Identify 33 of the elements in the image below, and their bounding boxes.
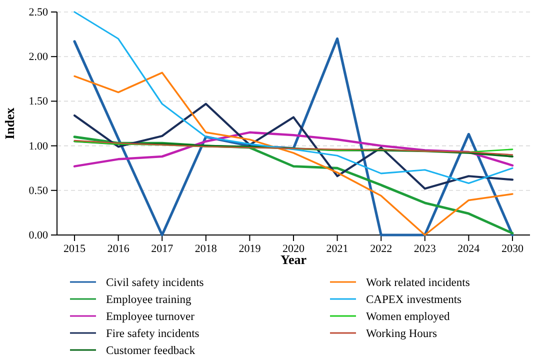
line-series: [73, 102, 514, 190]
legend-label: Customer feedback: [106, 345, 196, 357]
line-series: [74, 72, 514, 236]
x-tick-label: 2030: [501, 242, 524, 255]
x-tick-label: 2015: [64, 242, 86, 255]
y-tick-label: 0.00: [28, 230, 48, 242]
legend-label: Fire safety incidents: [106, 328, 200, 340]
x-tick-label: 2022: [370, 242, 392, 255]
legend-label: Women employed: [366, 311, 450, 323]
y-tick-label: 0.50: [28, 184, 48, 197]
x-tick-label: 2019: [238, 242, 262, 255]
legend-label: Employee training: [106, 294, 192, 306]
y-tick-label: 1.50: [28, 96, 48, 108]
legend-label: Work related incidents: [366, 277, 470, 289]
line-series: [74, 11, 514, 184]
y-tick-label: 1.00: [28, 140, 48, 152]
y-axis-title: Index: [2, 107, 17, 140]
legend-label: Employee turnover: [106, 311, 195, 323]
x-tick-label: 2018: [194, 242, 218, 255]
x-tick-label: 2020: [282, 242, 305, 255]
x-tick-label: 2017: [151, 242, 174, 255]
x-tick-label: 2023: [414, 242, 436, 255]
x-tick-label: 2021: [326, 242, 348, 255]
legend-label: Civil safety incidents: [106, 277, 204, 289]
legend-label: CAPEX investments: [366, 294, 462, 306]
line-series: [73, 136, 514, 234]
x-tick-label: 2024: [458, 242, 480, 255]
x-tick-label: 2016: [107, 242, 130, 255]
legend-label: Working Hours: [366, 328, 438, 340]
y-tick-label: 2.00: [28, 51, 48, 64]
y-tick-label: 2.50: [28, 6, 48, 19]
x-axis-title: Year: [280, 252, 307, 267]
line-series: [73, 131, 514, 168]
